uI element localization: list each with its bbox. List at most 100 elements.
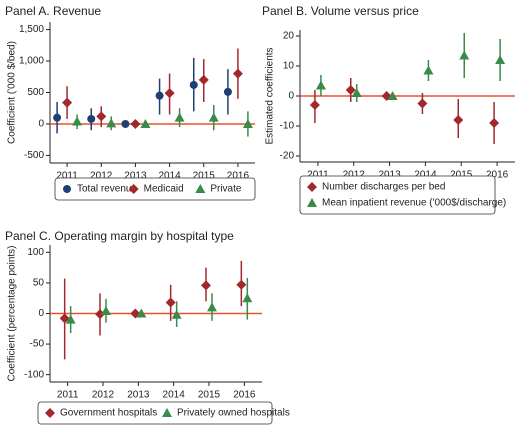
panel-title: Panel C. Operating margin by hospital ty… [5,229,234,243]
x-tick-label: 2015 [193,171,216,182]
point [164,88,175,99]
point [315,80,326,90]
point [459,50,470,60]
point [495,55,506,64]
point [236,279,247,290]
y-tick-label: -20 [280,151,295,162]
point [242,118,253,128]
point [351,88,362,97]
point [62,97,73,108]
y-tick-label: 0 [288,91,294,102]
x-tick-label: 2013 [378,170,401,181]
point [106,118,117,128]
point [96,111,107,122]
x-tick-label: 2012 [92,390,115,401]
point [65,314,76,324]
y-tick-label: 1,500 [19,24,44,35]
panel: Panel A. Revenue Coefficient ('000 $/bed)… [5,4,256,201]
x-tick-label: 2011 [307,170,329,181]
y-tick-label: 50 [33,278,45,289]
legend-label: Mean inpatient revenue ('000$/discharge) [322,198,506,209]
y-tick-label: -50 [30,339,45,350]
point [489,118,500,128]
x-tick-label: 2015 [198,390,221,401]
x-tick-label: 2015 [450,170,473,181]
point [201,280,211,291]
legend-label: Privately owned hospitals [177,408,290,419]
x-tick-label: 2014 [163,390,186,401]
point [59,313,70,324]
x-tick-label: 2011 [56,171,78,182]
panel: Panel C. Operating margin by hospital ty… [5,229,290,425]
point [174,112,185,122]
y-tick-label: 0 [38,119,44,130]
panel: Panel B. Volume versus price Estimated co… [262,4,515,215]
legend-label: Private [210,184,242,195]
legend-label: Medicaid [144,184,184,195]
point [232,68,243,79]
y-tick-label: -10 [280,121,295,132]
point [136,308,147,318]
point [417,98,428,109]
legend-box [54,177,256,201]
point [208,112,219,122]
point [45,408,55,418]
point [309,100,320,110]
point [195,184,206,193]
y-tick-label: 20 [283,31,295,42]
x-tick-label: 2012 [343,170,366,181]
y-tick-label: -500 [24,150,44,161]
point [189,80,198,89]
point [165,297,176,308]
point [207,302,217,312]
point [101,306,111,316]
y-axis-label: Estimated coefficients [265,47,276,144]
y-tick-label: -100 [24,369,44,380]
point [423,65,434,75]
y-axis-label: Coefficient ('000 $/bed) [7,41,18,144]
legend-label: Total revenue [77,184,137,195]
x-tick-label: 2016 [233,390,256,401]
y-tick-label: 0 [38,308,44,319]
point [171,309,182,319]
x-tick-label: 2016 [486,170,509,181]
point [345,85,356,95]
x-tick-label: 2013 [124,171,147,182]
point [53,113,62,122]
point [198,74,209,85]
x-tick-label: 2012 [90,171,113,182]
point [162,408,172,417]
point [453,115,464,125]
point [387,91,398,100]
point [242,293,253,303]
y-axis-label: Coefficient (percentage points) [7,245,18,381]
point [130,118,141,129]
x-tick-label: 2014 [158,171,181,182]
point [307,182,317,192]
legend-label: Government hospitals [60,408,157,419]
legend-label: Number discharges per bed [322,182,445,193]
y-tick-label: 1,000 [19,56,44,67]
legend-box [37,401,273,425]
legend-box [299,175,496,215]
point [121,119,130,128]
x-tick-label: 2014 [414,170,437,181]
x-tick-label: 2016 [227,171,250,182]
point [72,116,83,126]
y-tick-label: 10 [283,61,295,72]
point [95,309,105,320]
point [307,198,317,207]
point [223,87,232,96]
panel-title: Panel B. Volume versus price [262,4,419,18]
x-tick-label: 2011 [57,390,79,401]
point [128,184,139,194]
point [155,91,164,100]
point [87,114,96,123]
y-tick-label: 500 [27,87,44,98]
y-tick-label: 100 [27,247,44,258]
x-tick-label: 2013 [127,390,150,401]
point [140,118,151,128]
point [63,185,71,193]
